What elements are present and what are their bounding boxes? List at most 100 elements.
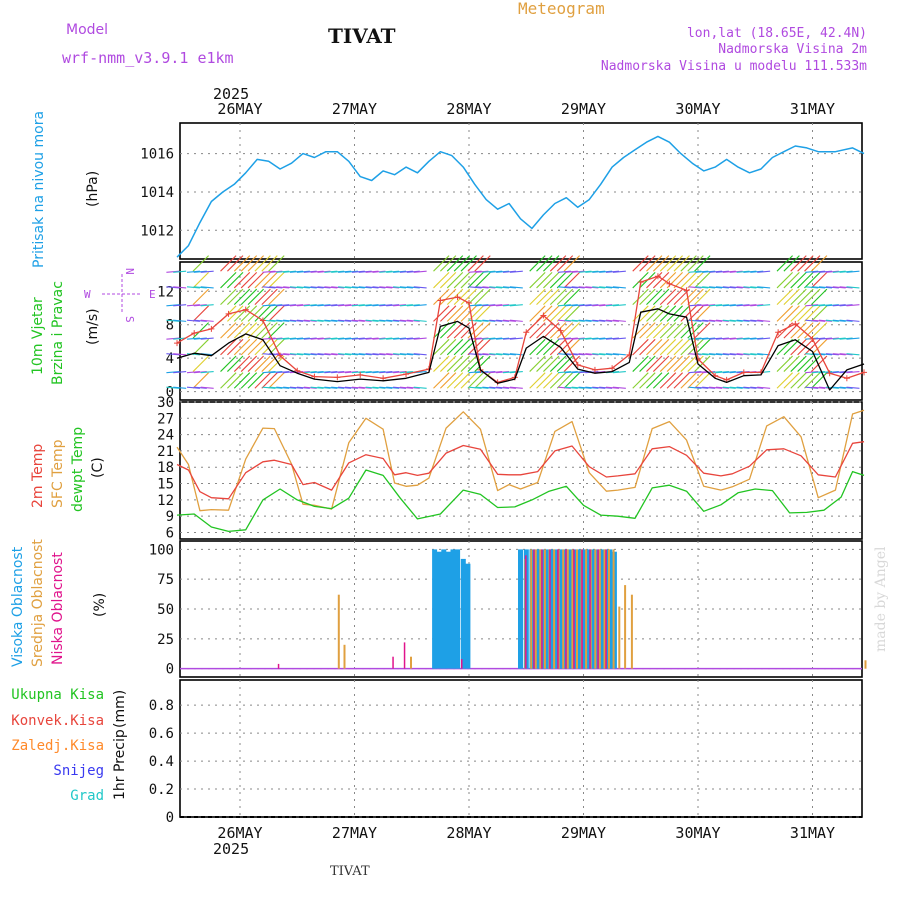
wind-direction-arrow — [612, 371, 626, 374]
wind-direction-arrow — [247, 355, 264, 372]
wind-direction-arrow — [338, 319, 352, 322]
wind-direction-arrow — [805, 386, 819, 389]
wind-direction-arrow — [805, 371, 819, 374]
wind-direction-arrow — [729, 319, 743, 322]
wind-direction-arrow — [482, 353, 496, 356]
wind-direction-arrow — [563, 288, 580, 306]
wind-direction-arrow — [804, 305, 821, 322]
wind-direction-arrow — [324, 386, 338, 389]
wind-direction-arrow — [460, 288, 477, 306]
wind-gust-marker — [683, 287, 690, 294]
wind-direction-arrow — [797, 288, 814, 306]
high-cloud-bar — [450, 549, 456, 669]
wind-direction-arrow — [344, 319, 358, 322]
wind-direction-arrow — [571, 304, 585, 307]
wind-direction-arrow — [529, 288, 546, 306]
wind-direction-arrow — [639, 322, 656, 339]
wind-direction-arrow — [240, 272, 258, 289]
wind-direction-arrow — [680, 322, 697, 339]
wind-direction-arrow — [261, 305, 278, 322]
wind-direction-arrow — [254, 372, 271, 389]
wind-direction-arrow — [846, 304, 860, 307]
y-tick-label: 12 — [157, 284, 174, 300]
wind-direction-arrow — [736, 270, 750, 273]
y-tick-label: 15 — [157, 477, 174, 493]
wind-direction-arrow — [324, 304, 338, 307]
wind-direction-arrow — [192, 255, 209, 272]
wind-gust-line — [176, 275, 865, 384]
wind-direction-arrow — [446, 355, 464, 372]
wind-gust-marker — [740, 369, 747, 376]
y-tick-label: 12 — [157, 493, 174, 509]
wind-direction-arrow — [832, 371, 846, 374]
wind-direction-arrow — [673, 305, 690, 322]
wind-direction-arrow — [446, 338, 464, 356]
wind-direction-arrow — [393, 371, 407, 374]
legend-snow: Snijeg — [53, 763, 104, 779]
wind-direction-arrow — [646, 305, 663, 322]
wind-direction-arrow — [592, 304, 606, 307]
wind-direction-arrow — [379, 286, 393, 289]
wind-direction-arrow — [776, 305, 793, 322]
wind-direction-arrow — [549, 288, 567, 306]
mid-cloud-bar — [553, 549, 556, 669]
wind-direction-arrow — [722, 304, 736, 307]
high-cloud-bar — [432, 549, 438, 669]
wind-direction-arrow — [365, 337, 379, 340]
wind-direction-arrow — [173, 371, 187, 374]
wind-direction-arrow — [502, 286, 516, 289]
year-label-bottom: 2025 — [213, 840, 249, 858]
wind-direction-arrow — [233, 288, 251, 306]
wind-direction-arrow — [743, 337, 757, 340]
legend-freezing-rain: Zaledj.Kisa — [11, 738, 104, 754]
wind-direction-arrow — [240, 288, 258, 306]
wind-direction-arrow — [709, 304, 723, 307]
wind-direction-arrow — [468, 304, 482, 307]
wind-direction-arrow — [571, 286, 585, 289]
wind-direction-arrow — [489, 386, 503, 389]
wind-direction-arrow — [406, 286, 420, 289]
station-title: TIVAT — [328, 24, 396, 48]
wind-direction-arrow — [776, 288, 793, 306]
wind-direction-arrow — [254, 338, 271, 356]
wind-direction-arrow — [192, 338, 209, 356]
wind-direction-arrow — [639, 255, 656, 272]
wind-direction-arrow — [695, 371, 709, 374]
wind-direction-arrow — [846, 270, 860, 273]
y-tick-label: 0 — [166, 385, 174, 401]
wind-direction-arrow — [296, 286, 310, 289]
wind-direction-arrow — [839, 319, 853, 322]
wind-direction-arrow — [358, 270, 372, 273]
wind-direction-arrow — [268, 288, 285, 306]
wind-direction-arrow — [666, 255, 683, 272]
wind-direction-arrow — [722, 337, 736, 340]
wind-direction-arrow — [379, 371, 393, 374]
wind-direction-arrow — [399, 337, 413, 340]
wind-direction-arrow — [372, 371, 386, 374]
wind-direction-arrow — [680, 288, 697, 306]
wind-direction-arrow — [240, 305, 258, 322]
wind-direction-arrow — [269, 371, 283, 374]
wind-direction-arrow — [715, 270, 729, 273]
wind-direction-arrow — [556, 338, 574, 356]
wind-direction-arrow — [240, 338, 258, 356]
wind-direction-arrow — [453, 338, 471, 356]
wind-direction-arrow — [296, 270, 310, 273]
wind-direction-arrow — [460, 255, 477, 272]
wind-direction-arrow — [585, 337, 599, 340]
wind-direction-arrow — [722, 270, 736, 273]
wind-direction-arrow — [482, 286, 496, 289]
wind-direction-arrow — [310, 304, 324, 307]
mid-cloud-bar — [608, 549, 610, 669]
wind-direction-arrow — [386, 319, 400, 322]
wind-direction-arrow — [557, 286, 571, 289]
wind-direction-arrow — [839, 304, 853, 307]
wind-direction-arrow — [386, 386, 400, 389]
wind-direction-arrow — [812, 386, 826, 389]
wind-direction-arrow — [166, 386, 180, 389]
wind-direction-arrow — [783, 255, 800, 272]
wind-gust-marker — [557, 327, 564, 334]
wind-direction-arrow — [563, 372, 580, 389]
pressure-line — [176, 135, 865, 258]
wind-direction-arrow — [296, 353, 310, 356]
